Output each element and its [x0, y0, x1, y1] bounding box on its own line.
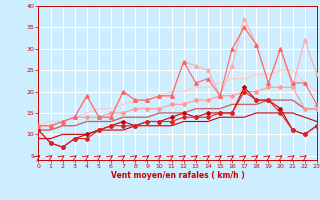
X-axis label: Vent moyen/en rafales ( km/h ): Vent moyen/en rafales ( km/h ) [111, 171, 244, 180]
